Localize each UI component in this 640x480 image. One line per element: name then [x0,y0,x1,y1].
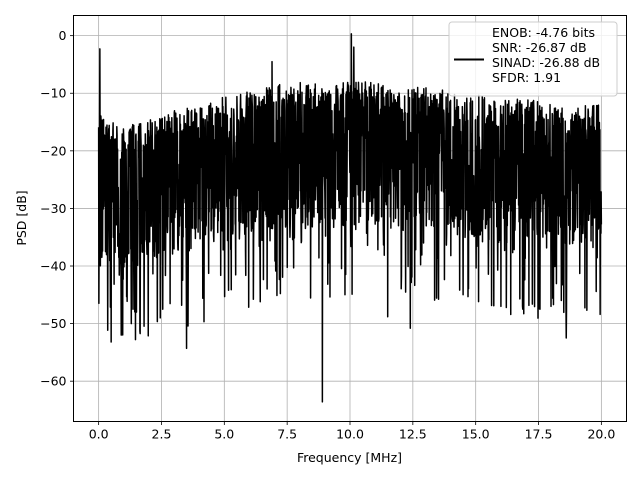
y-tick-label: −30 [40,201,66,216]
y-tick-label: −60 [40,374,66,389]
x-axis-label: Frequency [MHz] [297,450,402,465]
x-axis-ticks: 0.0 2.5 5.0 7.5 10.0 12.5 15.0 17.5 20.0 [89,421,615,442]
psd-series-line [97,33,603,403]
legend-entry-line: SINAD: -26.88 dB [492,55,600,70]
y-tick-label: −40 [40,259,66,274]
x-tick-label: 12.5 [399,427,427,442]
legend-entry-line: ENOB: -4.76 bits [492,25,595,40]
legend-box [448,21,618,97]
x-tick-label: 5.0 [214,427,234,442]
x-tick-label: 7.5 [277,427,297,442]
x-tick-label: 15.0 [462,427,490,442]
y-tick-label: −50 [40,316,66,331]
legend-entry-line: SNR: -26.87 dB [492,40,587,55]
x-tick-label: 10.0 [336,427,364,442]
x-tick-label: 20.0 [587,427,615,442]
legend: ENOB: -4.76 bits SNR: -26.87 dB SINAD: -26… [448,21,618,97]
legend-entry-label: ENOB: -4.76 bits SNR: -26.87 dB SINAD: -26… [492,25,600,85]
y-axis-ticks: 0 −10 −20 −30 −40 −50 −60 [40,28,74,389]
x-tick-label: 0.0 [89,427,109,442]
x-tick-label: 17.5 [525,427,553,442]
psd-line-path [97,33,603,403]
y-tick-label: −10 [40,86,66,101]
y-tick-label: 0 [59,28,67,43]
y-axis-label: PSD [dB] [14,190,29,245]
y-tick-label: −20 [40,143,66,158]
legend-entry-line: SFDR: 1.91 [492,70,561,85]
x-tick-label: 2.5 [152,427,172,442]
